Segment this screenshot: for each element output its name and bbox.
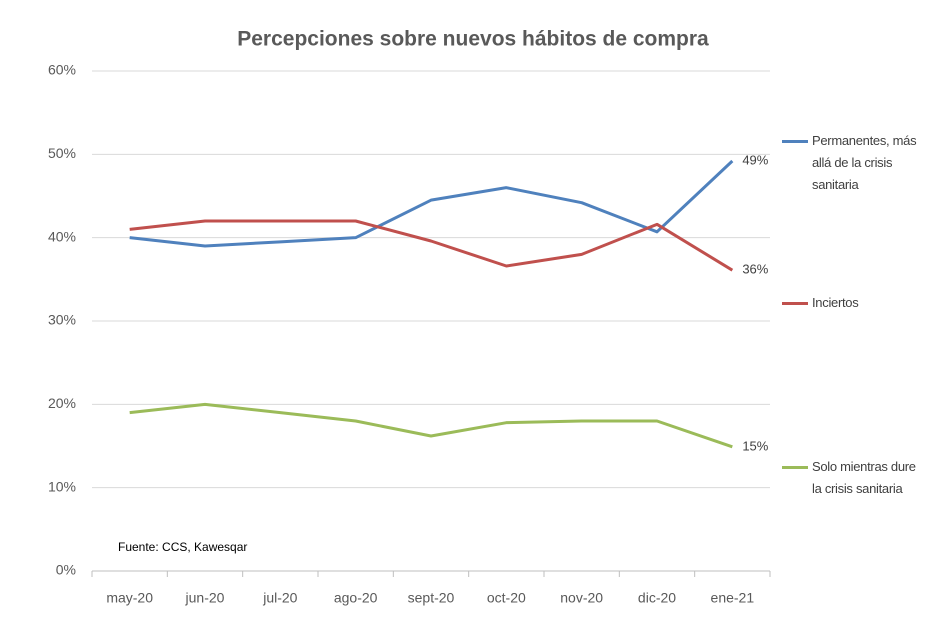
legend-item: Permanentes, más allá de la crisis sanit… [782, 130, 924, 196]
legend-label: Inciertos [812, 295, 859, 310]
x-tick-label: nov-20 [560, 590, 603, 606]
x-tick-label: jul-20 [262, 590, 297, 606]
legend-label: Permanentes, más allá de la crisis sanit… [812, 133, 917, 192]
y-tick-label: 60% [48, 62, 76, 78]
x-tick-label: ene-21 [711, 590, 755, 606]
y-tick-label: 20% [48, 395, 76, 411]
y-tick-label: 30% [48, 312, 76, 328]
x-tick-label: ago-20 [334, 590, 378, 606]
y-tick-label: 40% [48, 228, 76, 244]
legend-swatch [782, 466, 808, 469]
y-tick-label: 10% [48, 478, 76, 494]
series-line [129, 219, 734, 272]
y-tick-label: 50% [48, 145, 76, 161]
chart-title: Percepciones sobre nuevos hábitos de com… [237, 28, 709, 51]
legend-swatch [782, 140, 808, 143]
series-line [129, 402, 733, 449]
x-tick-label: jun-20 [185, 590, 225, 606]
x-tick-label: dic-20 [638, 590, 676, 606]
x-tick-label: oct-20 [487, 590, 526, 606]
value-label: 49% [742, 152, 768, 167]
legend-label: Solo mientras dure la crisis sanitaria [812, 459, 916, 496]
series-line [129, 159, 734, 248]
legend-item: Inciertos [782, 292, 924, 314]
x-tick-label: may-20 [106, 590, 153, 606]
value-label: 36% [742, 262, 768, 277]
value-label: 15% [742, 438, 768, 453]
legend-swatch [782, 302, 808, 305]
source-note: Fuente: CCS, Kawesqar [118, 540, 247, 554]
legend-item: Solo mientras dure la crisis sanitaria [782, 456, 924, 500]
x-tick-label: sept-20 [408, 590, 455, 606]
y-tick-label: 0% [56, 562, 76, 578]
